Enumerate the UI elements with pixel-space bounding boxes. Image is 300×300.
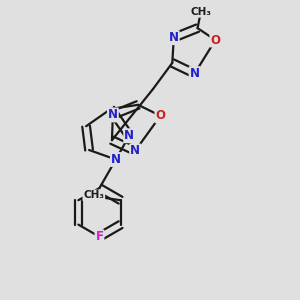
Text: N: N xyxy=(124,129,134,142)
Text: N: N xyxy=(108,108,118,122)
Text: CH₃: CH₃ xyxy=(83,190,104,200)
Text: CH₃: CH₃ xyxy=(191,7,212,17)
Text: F: F xyxy=(95,230,104,243)
Text: N: N xyxy=(111,153,121,166)
Text: O: O xyxy=(155,109,165,122)
Text: N: N xyxy=(130,144,140,158)
Text: N: N xyxy=(190,67,200,80)
Text: N: N xyxy=(169,31,179,44)
Text: O: O xyxy=(210,34,220,46)
